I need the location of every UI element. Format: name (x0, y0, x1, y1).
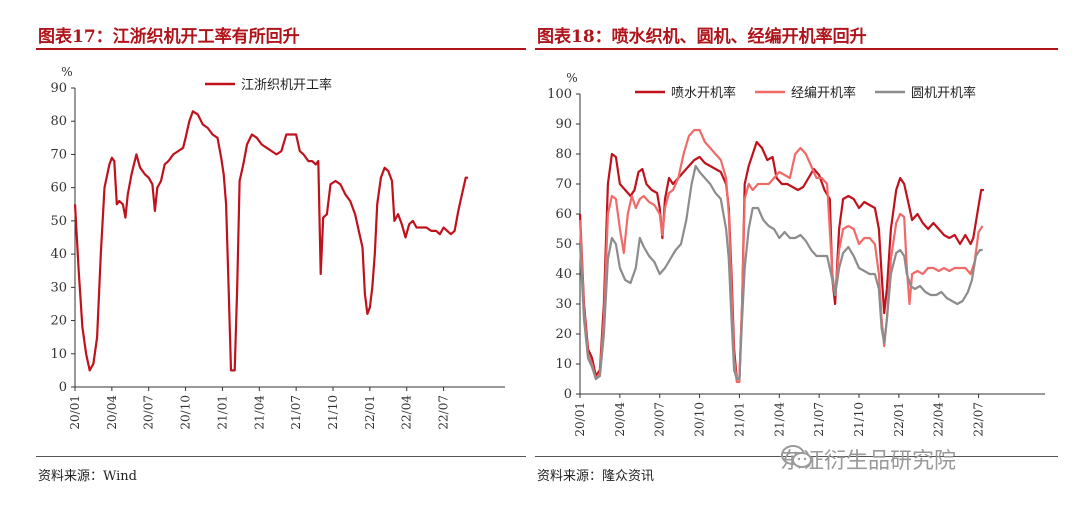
left-y-tick-label: 90 (50, 81, 67, 96)
left-x-tick-label: 21/07 (289, 395, 303, 430)
right-y-tick-label: 10 (555, 357, 572, 372)
right-x-tick-label: 20/04 (613, 402, 627, 437)
left-series-line-0 (73, 110, 469, 372)
left-y-tick-label: 30 (50, 280, 67, 295)
left-legend-label-0: 江浙织机开工率 (241, 77, 332, 93)
right-y-tick-label: 0 (564, 387, 572, 402)
right-x-tick-label: 21/01 (732, 402, 746, 437)
left-x-tick-label: 20/01 (68, 395, 82, 430)
right-y-tick-label: 100 (547, 87, 572, 102)
left-y-tick-label: 40 (50, 247, 67, 262)
left-y-tick-label: 80 (50, 114, 67, 129)
right-chart-svg: % 0 10 20 30 40 50 60 70 80 90 100 20/01 20/04 20/07 20… (547, 71, 1045, 437)
left-x-tick-label: 20/04 (105, 395, 119, 430)
right-y-tick-label: 40 (555, 267, 572, 282)
right-y-tick-label: 30 (555, 297, 572, 312)
right-chart-title: 图表18：喷水织机、圆机、经编开机率回升 (537, 27, 867, 47)
left-chart-source: 资料来源：Wind (38, 469, 137, 484)
left-chart-svg: % 0 10 20 30 40 50 60 70 80 90 20/01 20/04 20/07 20/10… (50, 65, 505, 430)
left-x-tick-label: 22/07 (437, 395, 451, 430)
left-x-tick-label: 21/01 (215, 395, 229, 430)
left-title-rule (36, 48, 526, 50)
right-legend-label-1: 经编开机率 (791, 85, 856, 101)
left-chart-panel: 图表17：江浙织机开工率有所回升 % 0 10 20 30 40 50 60 70 80 90 20/… (0, 0, 530, 506)
left-x-tick-label: 22/01 (363, 395, 377, 430)
right-legend-label-2: 圆机开机率 (911, 85, 976, 101)
right-series-line-1 (578, 128, 984, 384)
right-x-tick-label: 20/01 (573, 402, 587, 437)
right-x-tick-label: 22/07 (972, 402, 986, 437)
right-legend-label-0: 喷水开机率 (671, 85, 736, 101)
right-y-tick-label: 50 (555, 237, 572, 252)
left-unit-label: % (61, 65, 72, 79)
right-y-tick-label: 20 (555, 327, 572, 342)
right-title-rule (535, 48, 1058, 50)
wechat-icon (781, 445, 812, 468)
right-chart-panel: 图表18：喷水织机、圆机、经编开机率回升 % 0 10 20 30 40 50 60 70 80 9… (535, 0, 1080, 506)
left-x-tick-label: 20/07 (142, 395, 156, 430)
right-series-line-2 (578, 164, 983, 381)
right-x-tick-label: 21/07 (812, 402, 826, 437)
left-x-tick-label: 21/10 (326, 395, 340, 430)
left-y-tick-label: 0 (59, 380, 67, 395)
left-x-tick-label: 21/04 (252, 395, 266, 430)
right-x-tick-label: 20/10 (693, 402, 707, 437)
left-y-tick-label: 70 (50, 147, 67, 162)
left-x-tick-label: 20/10 (179, 395, 193, 430)
left-bottom-rule (36, 456, 526, 457)
right-series-line-0 (578, 140, 984, 381)
right-x-tick-label: 21/04 (772, 402, 786, 437)
left-chart-title: 图表17：江浙织机开工率有所回升 (38, 27, 300, 47)
right-y-tick-label: 70 (555, 177, 572, 192)
left-x-tick-label: 22/04 (400, 395, 414, 430)
right-x-tick-label: 22/04 (932, 402, 946, 437)
right-x-tick-label: 21/10 (852, 402, 866, 437)
left-y-tick-label: 50 (50, 214, 67, 229)
left-y-tick-label: 60 (50, 181, 67, 196)
right-x-tick-label: 20/07 (653, 402, 667, 437)
left-y-tick-label: 10 (50, 347, 67, 362)
right-chart-source: 资料来源：隆众资讯 (537, 469, 655, 484)
left-y-tick-label: 20 (50, 314, 67, 329)
right-x-tick-label: 22/01 (892, 402, 906, 437)
right-y-tick-label: 60 (555, 207, 572, 222)
right-unit-label: % (566, 71, 577, 85)
watermark: 东证衍生品研究院 (780, 444, 956, 474)
right-y-tick-label: 80 (555, 147, 572, 162)
right-y-tick-label: 90 (555, 117, 572, 132)
